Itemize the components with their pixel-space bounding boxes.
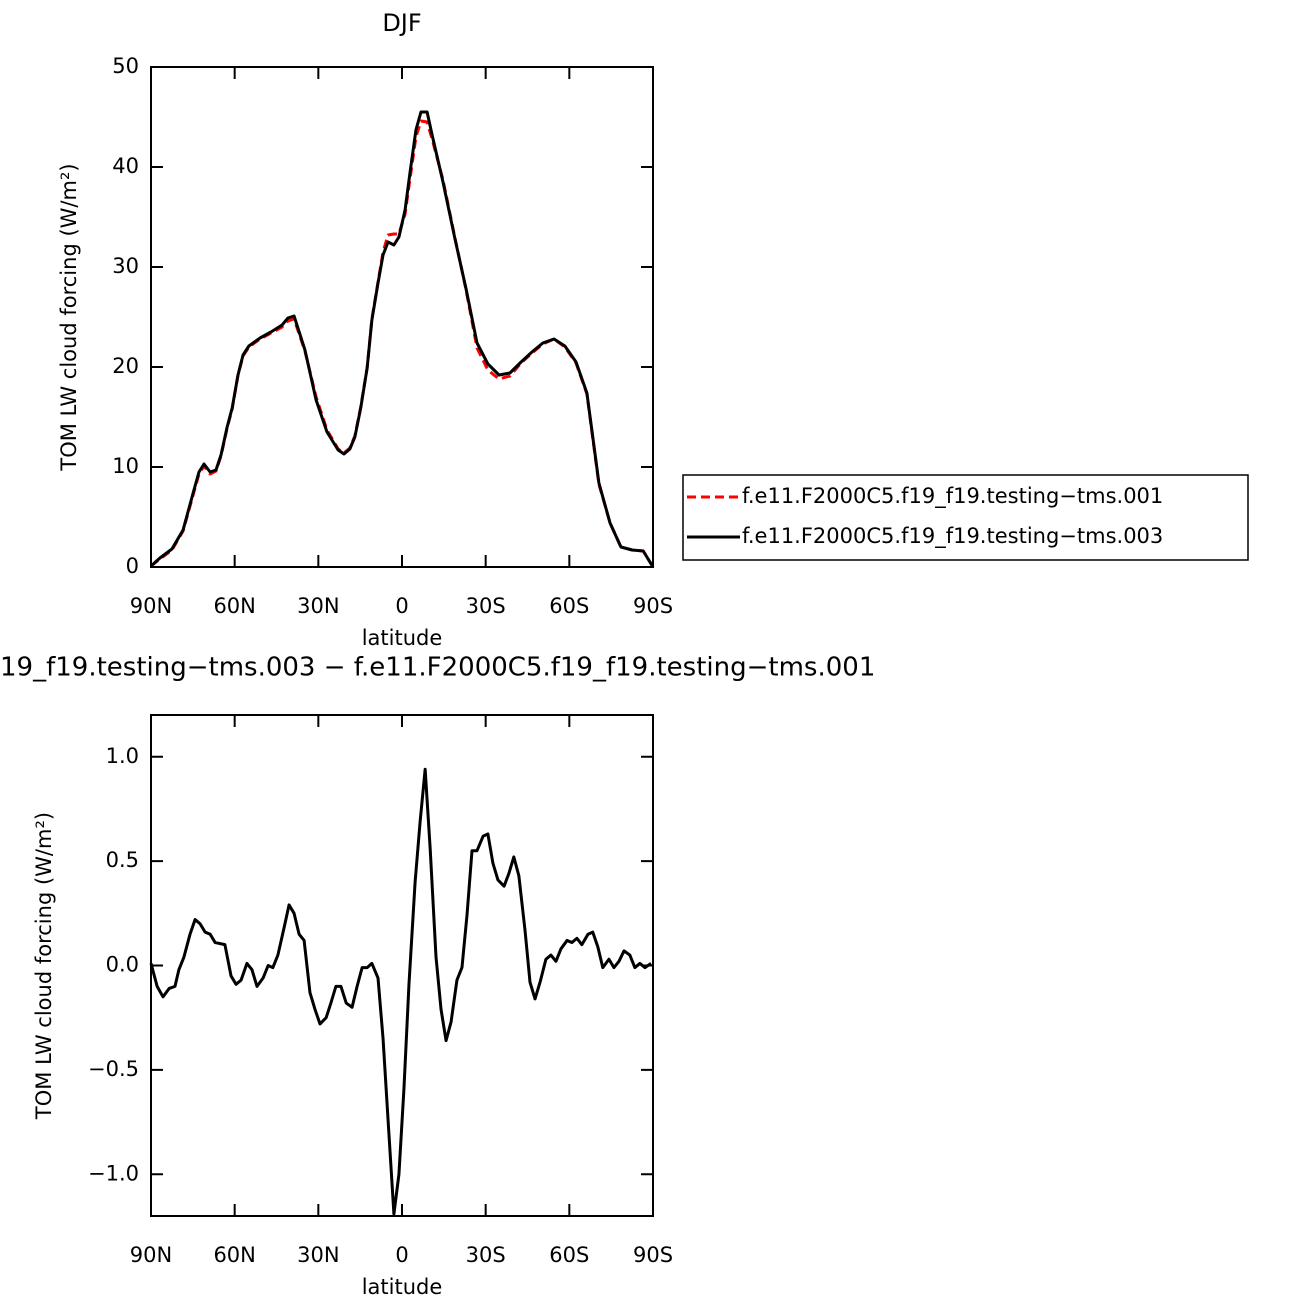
x-tick-label: 60N bbox=[213, 594, 255, 618]
legend-label: f.e11.F2000C5.f19_f19.testing−tms.001 bbox=[742, 484, 1163, 509]
panel-title: 19_f19.testing−tms.003 − f.e11.F2000C5.f… bbox=[0, 653, 875, 683]
x-tick-label: 0 bbox=[395, 594, 408, 618]
x-tick-label: 90N bbox=[130, 1243, 172, 1267]
plot-frame bbox=[150, 714, 654, 1217]
x-tick-label: 90S bbox=[633, 594, 673, 618]
legend-box bbox=[682, 474, 1249, 561]
y-tick-label: −1.0 bbox=[88, 1161, 139, 1185]
x-tick-label: 30N bbox=[297, 1243, 339, 1267]
y-tick-label: 0.5 bbox=[106, 848, 139, 872]
y-tick-label: −0.5 bbox=[88, 1057, 139, 1081]
y-tick-label: 0.0 bbox=[106, 953, 139, 977]
x-tick-label: 60S bbox=[549, 594, 589, 618]
x-tick-label: 60S bbox=[549, 1243, 589, 1267]
x-tick-label: 90N bbox=[130, 594, 172, 618]
x-tick-label: 90S bbox=[633, 1243, 673, 1267]
plot-frame bbox=[150, 66, 654, 568]
data-line bbox=[150, 119, 655, 568]
y-tick-label: 1.0 bbox=[106, 744, 139, 768]
y-tick-label: 30 bbox=[112, 254, 139, 278]
y-axis-label: TOM LW cloud forcing (W/m²) bbox=[32, 812, 56, 1120]
y-axis-label: TOM LW cloud forcing (W/m²) bbox=[57, 163, 81, 471]
y-tick-label: 20 bbox=[112, 354, 139, 378]
y-tick-label: 0 bbox=[126, 554, 139, 578]
x-axis-label: latitude bbox=[362, 1275, 443, 1299]
x-tick-label: 30S bbox=[466, 594, 506, 618]
x-axis-label: latitude bbox=[362, 626, 443, 650]
x-tick-label: 30S bbox=[466, 1243, 506, 1267]
x-tick-label: 0 bbox=[395, 1243, 408, 1267]
x-tick-label: 30N bbox=[297, 594, 339, 618]
legend-label: f.e11.F2000C5.f19_f19.testing−tms.003 bbox=[742, 524, 1163, 549]
data-line bbox=[149, 110, 655, 568]
y-tick-label: 40 bbox=[112, 154, 139, 178]
data-line bbox=[149, 767, 652, 1216]
y-tick-label: 10 bbox=[112, 454, 139, 478]
panel-title: DJF bbox=[382, 9, 421, 37]
y-tick-label: 50 bbox=[112, 54, 139, 78]
x-tick-label: 60N bbox=[213, 1243, 255, 1267]
